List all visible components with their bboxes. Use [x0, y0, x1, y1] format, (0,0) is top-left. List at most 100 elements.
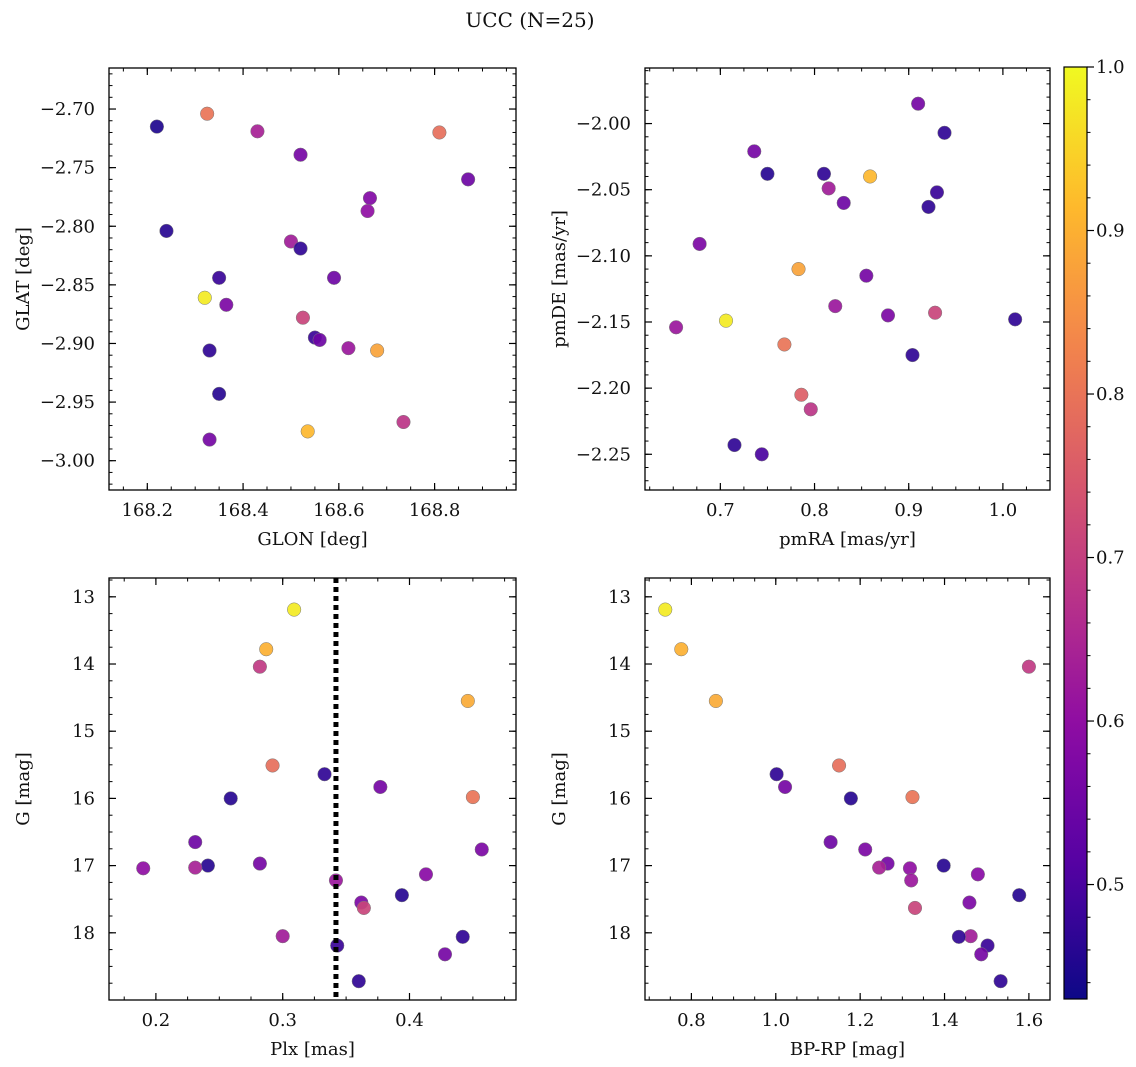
y-tick-label: −2.90	[40, 333, 95, 354]
scatter-point	[437, 947, 453, 962]
scatter-point	[658, 602, 673, 617]
scatter-point	[418, 867, 434, 882]
scatter-point	[718, 313, 734, 328]
scatter-point	[872, 860, 887, 875]
y-tick-label: 17	[72, 856, 95, 877]
scatter-point	[159, 223, 174, 238]
scatter-point	[803, 402, 818, 417]
y-tick-label: 13	[72, 587, 95, 608]
scatter-point	[287, 602, 302, 617]
scatter-point	[136, 861, 151, 876]
x-tick-label: 0.4	[395, 1010, 424, 1031]
scatter-point	[461, 172, 476, 187]
x-tick-label: 0.8	[677, 1010, 706, 1031]
scatter-point	[370, 343, 385, 358]
y-tick-label: 15	[72, 721, 95, 742]
y-tick-label: −2.10	[576, 246, 631, 267]
scatter-point	[962, 895, 977, 910]
scatter-point	[149, 119, 164, 134]
scatter-panel-4: 0.8 1.0 1.2 1.4 1.6 13 14 15 16 17 18 BP-RP [mag] G …	[549, 577, 1051, 1060]
scatter-point	[455, 929, 470, 944]
x-tick-label: 168.8	[409, 500, 461, 521]
y-tick-label: −2.80	[40, 216, 95, 237]
y-tick-label: 18	[608, 923, 631, 944]
y-tick-label: −2.85	[40, 275, 95, 296]
scatter-point	[362, 191, 378, 206]
scatter-point	[821, 181, 836, 196]
scatter-point	[760, 166, 775, 181]
y-tick-label: −2.25	[576, 444, 631, 465]
scatter-point	[993, 974, 1008, 989]
y-tick-label: −2.00	[576, 114, 631, 135]
x-tick-label: 0.9	[894, 500, 923, 521]
scatter-point	[794, 387, 809, 402]
scatter-points	[149, 106, 476, 447]
scatter-point	[373, 779, 388, 795]
scatter-point	[356, 900, 371, 915]
scatter-point	[816, 166, 832, 181]
scatter-point	[283, 234, 299, 249]
scatter-point	[970, 867, 985, 882]
scatter-point	[360, 203, 375, 219]
y-axis-label: GLAT [deg]	[13, 227, 34, 331]
x-tick-label: 0.7	[706, 500, 735, 521]
scatter-point	[317, 767, 332, 782]
scatter-point	[293, 241, 308, 256]
axes-frame	[644, 67, 1051, 491]
scatter-point	[200, 858, 215, 873]
scatter-point	[341, 341, 356, 356]
y-tick-label: 16	[72, 788, 95, 809]
y-tick-label: 18	[72, 923, 95, 944]
scatter-point	[929, 185, 945, 200]
y-tick-label: −2.20	[576, 378, 631, 399]
x-tick-label: 1.6	[1015, 1010, 1044, 1031]
scatter-point	[300, 424, 315, 439]
axes-frame	[108, 577, 517, 1001]
scatter-point	[275, 929, 290, 944]
scatter-point	[828, 299, 843, 314]
scatter-point	[769, 767, 784, 782]
colorbar-tick-label: 1.0	[1096, 57, 1125, 78]
scatter-point	[880, 308, 896, 323]
scatter-point	[778, 779, 793, 795]
axes-frame	[108, 67, 517, 491]
scatter-point	[1012, 888, 1027, 903]
scatter-point	[836, 195, 851, 210]
scatter-point	[326, 270, 342, 285]
x-axis-label: BP-RP [mag]	[790, 1039, 905, 1060]
scatter-point	[832, 758, 847, 773]
scatter-point	[791, 262, 806, 277]
colorbar: 0.5 0.6 0.7 0.8 0.9 1.0	[1063, 57, 1125, 1000]
y-tick-label: 15	[608, 721, 631, 742]
scatter-point	[1008, 312, 1023, 327]
scatter-point	[202, 432, 217, 447]
scatter-point	[202, 343, 217, 358]
scatter-point	[963, 929, 978, 944]
y-axis-label: pmDE [mas/yr]	[549, 210, 570, 348]
scatter-point	[951, 929, 966, 944]
scatter-point	[312, 332, 327, 348]
x-tick-label: 168.4	[217, 500, 269, 521]
x-axis-label: Plx [mas]	[270, 1039, 355, 1060]
scatter-point	[754, 447, 769, 462]
scatter-point	[259, 642, 274, 657]
scatter-point	[727, 437, 742, 453]
y-tick-label: 14	[72, 654, 95, 675]
scatter-point	[197, 290, 212, 305]
scatter-point	[669, 320, 684, 335]
scatter-point	[777, 337, 792, 352]
scatter-point	[188, 835, 203, 850]
colorbar-tick-label: 0.6	[1096, 711, 1125, 732]
x-tick-label: 168.6	[313, 500, 365, 521]
x-tick-label: 0.2	[142, 1010, 171, 1031]
scatter-point	[223, 791, 238, 806]
scatter-point	[902, 861, 917, 876]
x-tick-label: 1.0	[761, 1010, 790, 1031]
scatter-point	[823, 835, 838, 850]
scatter-point	[1021, 659, 1036, 674]
scatter-point	[250, 124, 265, 139]
scatter-point	[921, 199, 936, 214]
x-tick-label: 0.3	[268, 1010, 297, 1031]
scatter-point	[905, 348, 920, 363]
